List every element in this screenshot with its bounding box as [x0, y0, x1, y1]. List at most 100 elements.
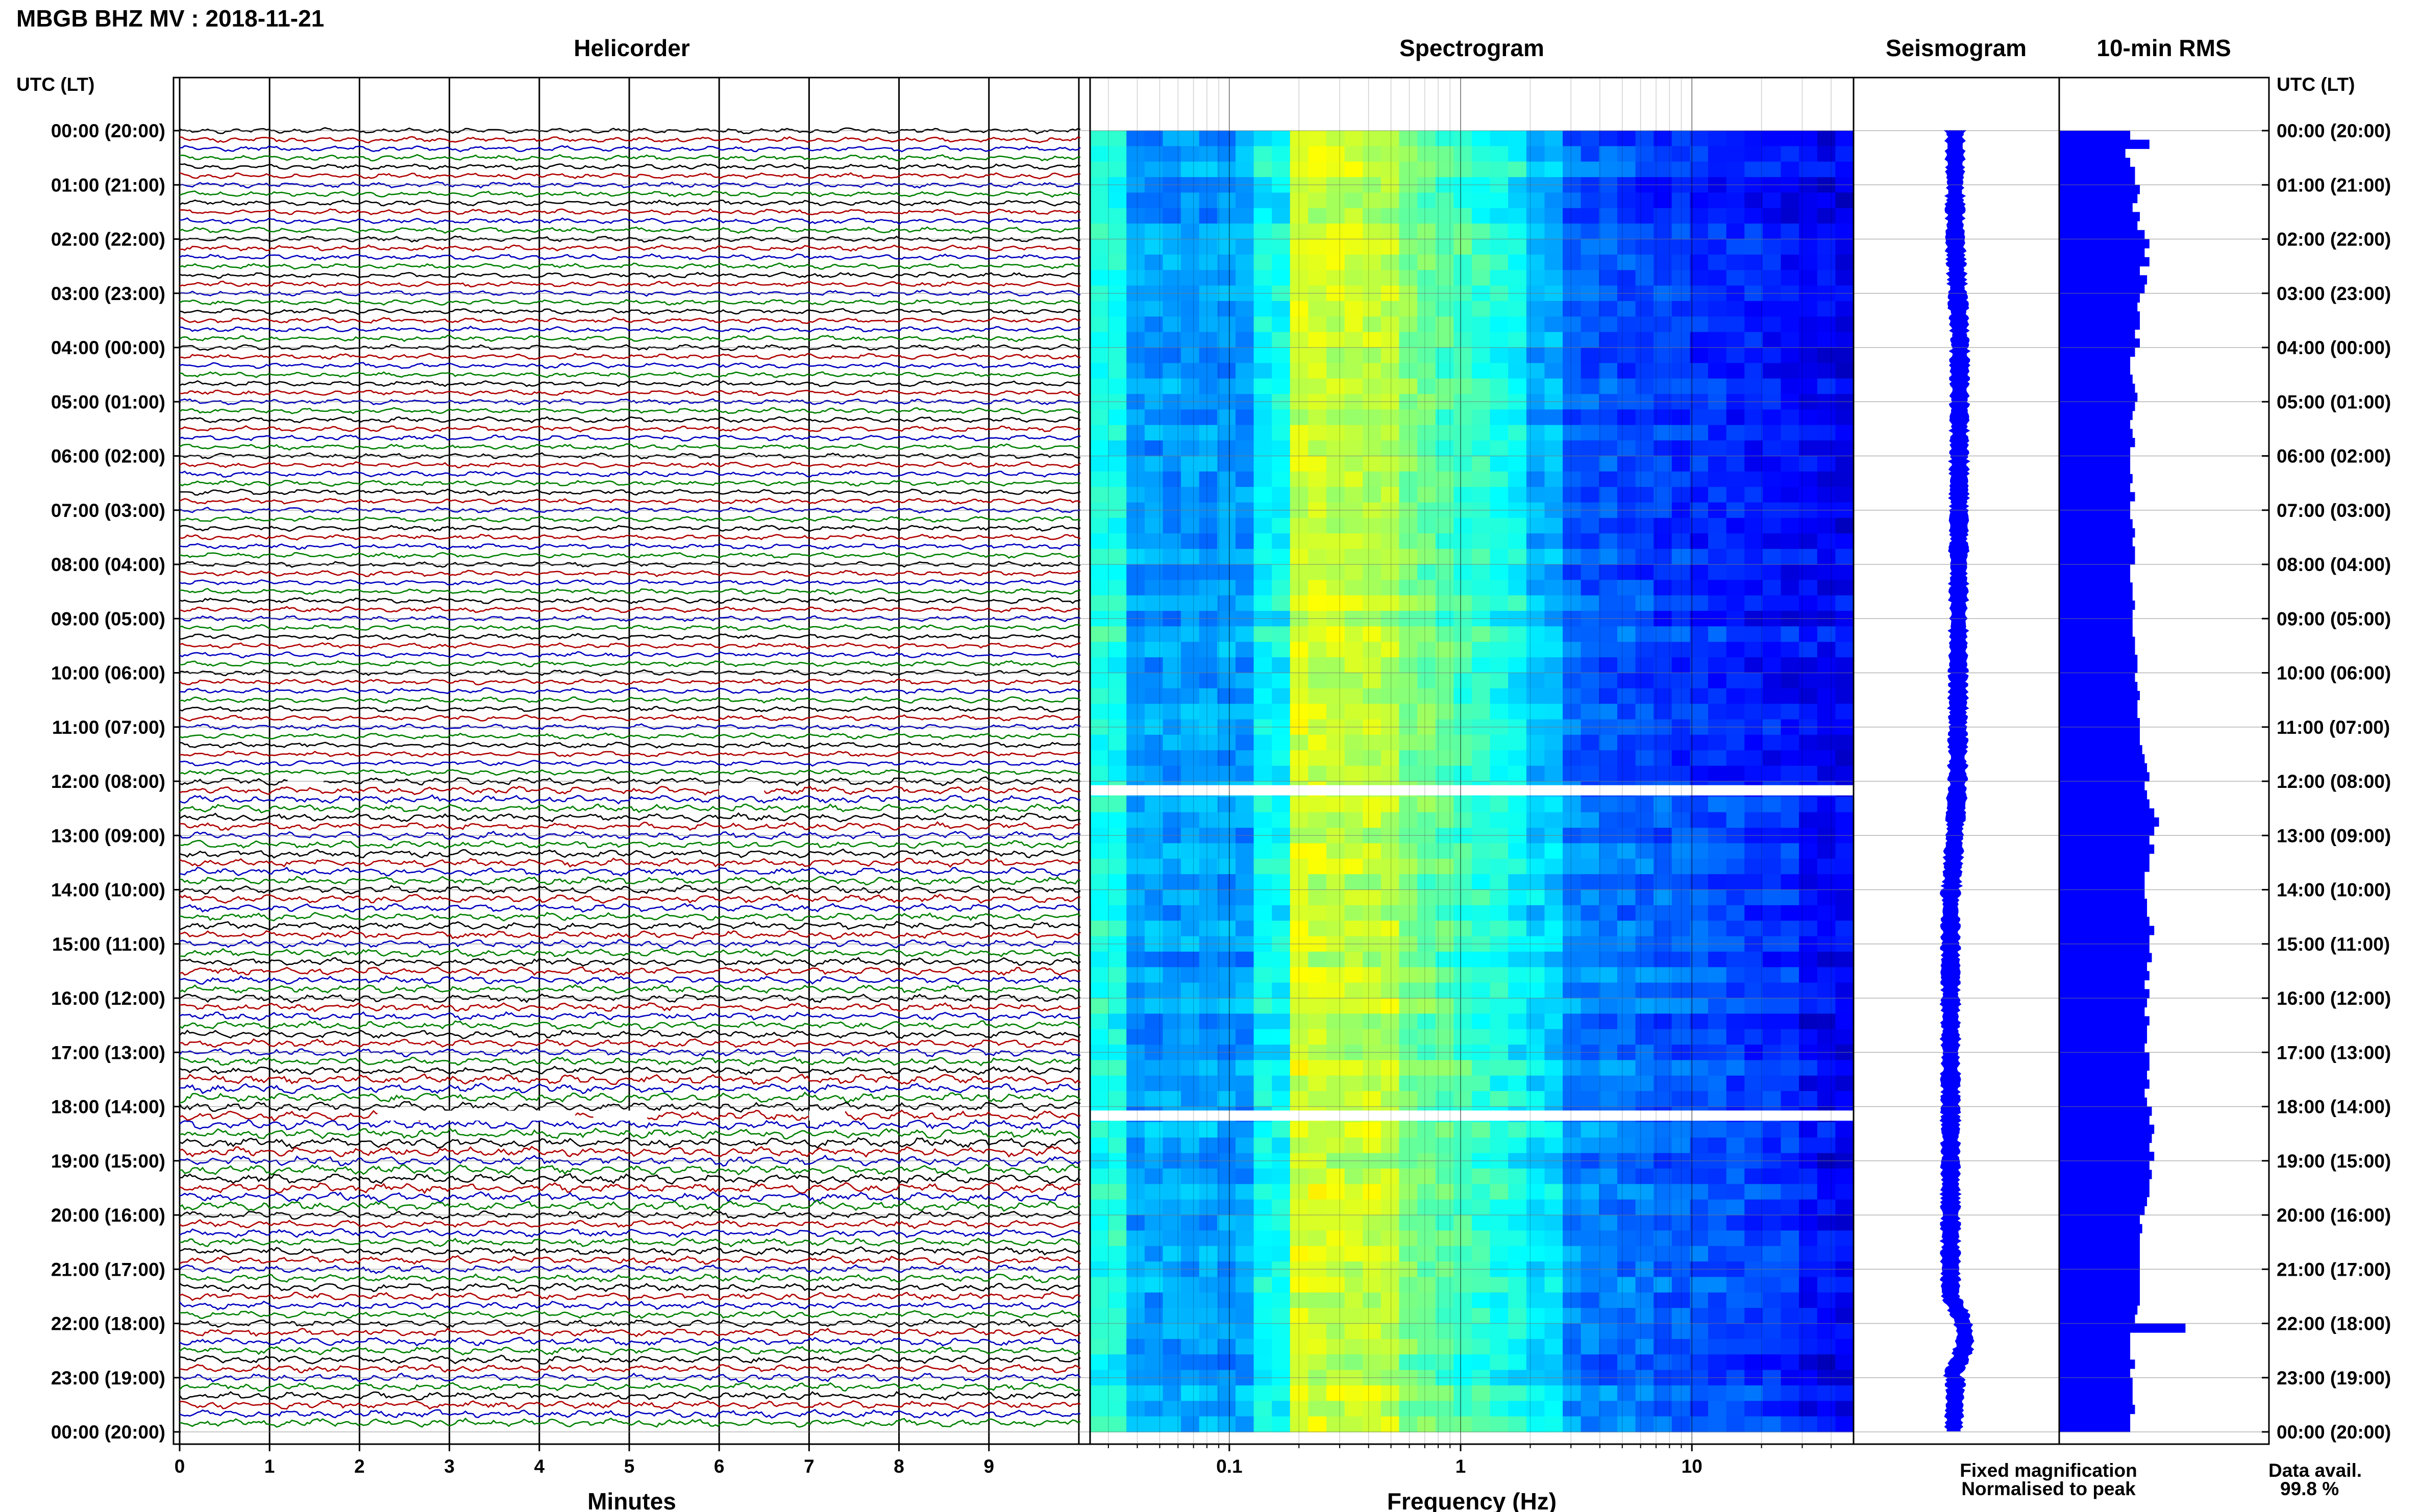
spectrogram-cell	[1617, 440, 1636, 457]
spectrogram-cell	[1108, 704, 1127, 720]
spectrogram-cell	[1799, 1339, 1818, 1355]
spectrogram-cell	[1253, 208, 1272, 224]
spectrogram-cell	[1508, 580, 1527, 596]
spectrogram-cell	[1581, 982, 1600, 999]
spectrogram-cell	[1236, 641, 1254, 658]
spectrogram-cell	[1253, 982, 1272, 999]
rms-bar	[2059, 899, 2148, 908]
spectrogram-cell	[1344, 797, 1364, 813]
spectrogram-cell	[1690, 1029, 1709, 1045]
spectrogram-cell	[1090, 192, 1109, 209]
spectrogram-cell	[1417, 641, 1436, 658]
spectrogram-row	[1090, 1122, 1854, 1138]
spectrogram-cell	[1508, 626, 1527, 642]
spectrogram-cell	[1253, 425, 1272, 441]
spectrogram-cell	[1671, 673, 1691, 689]
spectrogram-cell	[1781, 348, 1799, 364]
spectrogram-cell	[1217, 208, 1236, 224]
spectrogram-cell	[1453, 533, 1472, 550]
spectrogram-cell	[1253, 1137, 1272, 1154]
spectrogram-cell	[1508, 1416, 1527, 1432]
spectrogram-cell	[1399, 1168, 1418, 1185]
spectrogram-cell	[1126, 301, 1145, 317]
spectrogram-cell	[1526, 549, 1545, 565]
spectrogram-cell	[1508, 1401, 1527, 1417]
spectrogram-cell	[1344, 348, 1364, 364]
spectrogram-cell	[1181, 595, 1200, 611]
spectrogram-cell	[1599, 131, 1618, 147]
spectrogram-row	[1090, 239, 1854, 255]
spectrogram-cell	[1380, 1292, 1400, 1308]
spectrogram-cell	[1526, 1230, 1545, 1247]
spectrogram-cell	[1708, 1075, 1727, 1092]
spectrogram-cell	[1835, 921, 1854, 937]
spectrogram-cell	[1490, 161, 1509, 178]
spectrogram-cell	[1181, 363, 1200, 379]
spectrogram-cell	[1635, 1215, 1654, 1231]
spectrogram-cell	[1272, 1323, 1291, 1340]
rms-bar	[2059, 203, 2133, 212]
spectrogram-cell	[1781, 1013, 1799, 1030]
spectrogram-cell	[1472, 765, 1491, 782]
spectrogram-cell	[1417, 348, 1436, 364]
spectrogram-cell	[1799, 1416, 1818, 1432]
spectrogram-cell	[1181, 1246, 1200, 1262]
spectrogram-cell	[1435, 641, 1454, 658]
spectrogram-cell	[1544, 657, 1563, 674]
spectrogram-cell	[1344, 549, 1364, 565]
spectrogram-cell	[1762, 1385, 1782, 1402]
spectrogram-cell	[1363, 348, 1381, 364]
spectrogram-cell	[1272, 595, 1291, 611]
data-availability-value: 99.8 %	[2280, 1478, 2339, 1499]
spectrogram-cell	[1544, 750, 1563, 766]
spectrogram-cell	[1635, 1277, 1654, 1293]
rms-bar	[2059, 727, 2140, 736]
spectrogram-cell	[1344, 425, 1364, 441]
helicorder-trace	[179, 533, 1081, 541]
spectrogram-cell	[1326, 1184, 1345, 1200]
spectrogram-cell	[1617, 812, 1636, 828]
spectrogram-cell	[1217, 239, 1236, 255]
time-label-right: 14:00 (10:00)	[2277, 880, 2391, 901]
spectrogram-cell	[1799, 440, 1818, 457]
spectrogram-cell	[1126, 580, 1145, 596]
spectrogram-cell	[1617, 1308, 1636, 1324]
spectrogram-cell	[1526, 858, 1545, 875]
spectrogram-cell	[1435, 982, 1454, 999]
rms-bar	[2059, 1025, 2148, 1035]
spectrogram-cell	[1181, 1122, 1200, 1138]
spectrogram-cell	[1690, 657, 1709, 674]
spectrogram-cell	[1817, 1292, 1836, 1308]
spectrogram-cell	[1635, 301, 1654, 317]
rms-bar	[2059, 158, 2131, 167]
spectrogram-cell	[1253, 1029, 1272, 1045]
spectrogram-cell	[1308, 1385, 1327, 1402]
spectrogram-cell	[1363, 146, 1381, 162]
spectrogram-cell	[1090, 1277, 1109, 1293]
spectrogram-cell	[1144, 487, 1164, 503]
rms-bar	[2059, 880, 2145, 890]
helicorder-trace	[179, 660, 1081, 667]
spectrogram-cell	[1653, 765, 1672, 782]
helicorder-trace	[179, 705, 1081, 713]
spectrogram-cell	[1163, 921, 1181, 937]
spectrogram-cell	[1272, 146, 1291, 162]
spectrogram-cell	[1453, 564, 1472, 581]
spectrogram-cell	[1817, 595, 1836, 611]
spectrogram-cell	[1326, 797, 1345, 813]
spectrogram-cell	[1144, 1137, 1164, 1154]
spectrogram-cell	[1380, 951, 1400, 968]
spectrogram-cell	[1526, 1029, 1545, 1045]
spectrogram-cell	[1635, 1029, 1654, 1045]
spectrogram-cell	[1163, 998, 1181, 1014]
spectrogram-cell	[1690, 858, 1709, 875]
spectrogram-cell	[1272, 1137, 1291, 1154]
spectrogram-cell	[1671, 1091, 1691, 1107]
spectrogram-cell	[1563, 580, 1582, 596]
spectrogram-cell	[1799, 998, 1818, 1014]
helicorder-trace	[179, 839, 1081, 849]
spectrogram-cell	[1508, 378, 1527, 394]
spectrogram-cell	[1272, 765, 1291, 782]
spectrogram-cell	[1126, 348, 1145, 364]
spectrogram-cell	[1781, 704, 1799, 720]
